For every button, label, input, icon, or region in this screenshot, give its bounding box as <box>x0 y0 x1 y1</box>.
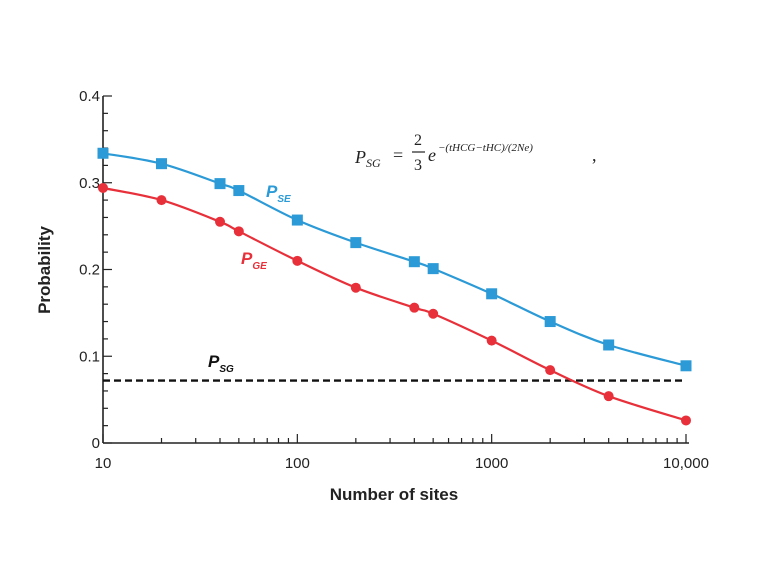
data-point-se <box>408 256 420 268</box>
series-label-ge: PGE <box>241 249 267 272</box>
data-point-se <box>427 263 439 275</box>
data-point-se <box>233 185 245 197</box>
svg-text:2: 2 <box>414 132 422 149</box>
formula-annotation: PSG = 2 3 e −(tHCG−tHC)/(2Ne) , <box>354 132 597 174</box>
series-line-se <box>102 152 687 367</box>
data-point-ge <box>681 415 691 426</box>
svg-text:PSG: PSG <box>354 147 381 170</box>
series-line-ge <box>102 186 687 422</box>
data-point-ge <box>292 255 303 266</box>
svg-text:−(tHCG−tHC)/(2Ne): −(tHCG−tHC)/(2Ne) <box>438 142 533 154</box>
x-ticks <box>102 434 687 443</box>
data-point-ge <box>156 195 167 206</box>
x-tick-label: 100 <box>285 455 310 472</box>
data-point-ge <box>409 302 420 313</box>
x-tick-label: 10 <box>95 455 112 472</box>
y-tick-label: 0 <box>92 435 100 452</box>
x-tick-label: 1000 <box>475 455 508 472</box>
data-point-ge <box>98 182 108 193</box>
data-point-se <box>544 316 556 328</box>
data-point-ge <box>233 226 244 237</box>
data-point-se <box>603 339 615 351</box>
svg-text:3: 3 <box>414 157 422 174</box>
series-label-se: PSE <box>266 182 291 205</box>
data-point-ge <box>215 216 226 227</box>
data-point-se <box>486 288 498 300</box>
data-point-ge <box>428 308 439 319</box>
data-point-se <box>156 158 168 170</box>
x-axis-title: Number of sites <box>330 485 458 504</box>
y-tick-label: 0.1 <box>79 348 100 365</box>
data-point-se <box>350 237 362 249</box>
data-point-ge <box>350 282 361 293</box>
y-tick-label: 0.4 <box>79 88 100 105</box>
y-ticks <box>103 95 112 444</box>
x-tick-labels: 10 100 1000 10,000 <box>95 455 709 472</box>
y-tick-label: 0.3 <box>79 175 100 192</box>
y-axis-title: Probability <box>35 226 54 314</box>
data-point-ge <box>545 365 556 376</box>
x-tick-label: 10,000 <box>663 455 709 472</box>
data-point-se <box>214 178 226 190</box>
data-point-ge <box>486 335 497 346</box>
data-point-ge <box>603 391 614 402</box>
svg-text:=: = <box>393 145 403 165</box>
data-point-se <box>680 360 692 372</box>
y-tick-labels: 0 0.1 0.2 0.3 0.4 <box>79 88 100 452</box>
svg-text:e: e <box>428 145 436 165</box>
y-tick-label: 0.2 <box>79 262 100 279</box>
series-label-sg: PSG <box>208 352 234 375</box>
series-group <box>97 147 692 426</box>
svg-text:,: , <box>592 145 597 165</box>
data-point-se <box>97 147 109 159</box>
data-point-se <box>291 214 303 226</box>
